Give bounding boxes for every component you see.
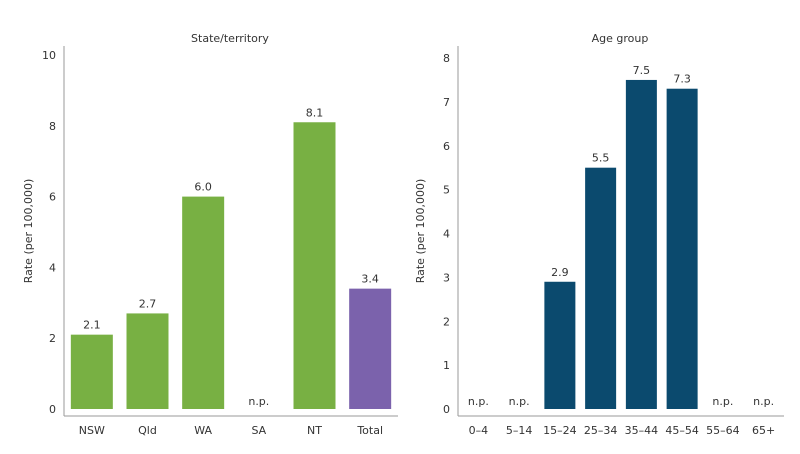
category-label: 5–14	[506, 424, 533, 437]
data-label: 2.9	[551, 266, 569, 279]
data-label: 7.3	[673, 73, 691, 86]
category-label: Qld	[138, 424, 157, 437]
data-label: n.p.	[468, 395, 489, 408]
data-label: 7.5	[633, 64, 651, 77]
bar	[666, 88, 698, 410]
category-label: 0–4	[469, 424, 489, 437]
y-ticks: 0 1 2 3 4 5 6 7 8	[443, 52, 450, 416]
data-label: 2.1	[83, 319, 101, 332]
bar	[544, 281, 576, 409]
category-label: 25–34	[584, 424, 618, 437]
y-tick-label: 5	[443, 184, 450, 197]
y-tick-label: 0	[49, 403, 56, 416]
y-tick-label: 8	[49, 120, 56, 133]
data-label: n.p.	[248, 395, 269, 408]
category-label: 45–54	[665, 424, 699, 437]
data-label: n.p.	[712, 395, 733, 408]
y-axis-label: Rate (per 100,000)	[22, 179, 35, 284]
bar	[585, 167, 617, 409]
category-label: Total	[356, 424, 383, 437]
y-tick-label: 2	[49, 332, 56, 345]
data-label: n.p.	[753, 395, 774, 408]
data-label: 6.0	[194, 181, 212, 194]
y-tick-label: 2	[443, 315, 450, 328]
bar	[70, 334, 113, 409]
data-label: 8.1	[306, 106, 324, 119]
data-label: 3.4	[361, 273, 379, 286]
category-label: SA	[251, 424, 266, 437]
category-label: 65+	[752, 424, 775, 437]
y-tick-label: 4	[49, 261, 56, 274]
category-label: 15–24	[543, 424, 577, 437]
y-tick-label: 6	[443, 140, 450, 153]
bar	[625, 79, 657, 409]
category-label: 55–64	[706, 424, 740, 437]
category-label: 35–44	[625, 424, 659, 437]
category-label: NSW	[79, 424, 105, 437]
category-label: NT	[307, 424, 322, 437]
age-group-panel: Age group Rate (per 100,000) 0 1 2 3 4 5 6 7 8 n…	[414, 32, 784, 437]
bars	[70, 122, 392, 409]
category-labels: NSW Qld WA SA NT Total	[79, 424, 383, 437]
y-tick-label: 0	[443, 403, 450, 416]
data-labels: n.p. n.p. 2.9 5.5 7.5 7.3 n.p. n.p.	[468, 64, 774, 408]
y-tick-label: 10	[42, 49, 56, 62]
bar	[293, 122, 336, 409]
y-tick-label: 7	[443, 96, 450, 109]
data-label: n.p.	[509, 395, 530, 408]
y-tick-label: 4	[443, 228, 450, 241]
data-labels: 2.1 2.7 6.0 n.p. 8.1 3.4	[83, 106, 379, 408]
y-tick-label: 8	[443, 52, 450, 65]
y-tick-label: 1	[443, 359, 450, 372]
category-label: WA	[194, 424, 212, 437]
category-labels: 0–4 5–14 15–24 25–34 35–44 45–54 55–64 65+	[469, 424, 776, 437]
data-label: 5.5	[592, 152, 610, 165]
bar	[182, 196, 225, 409]
bar	[126, 313, 169, 409]
data-label: 2.7	[139, 297, 157, 310]
y-tick-label: 6	[49, 191, 56, 204]
y-axis-label: Rate (per 100,000)	[414, 179, 427, 284]
panel-title: Age group	[592, 32, 649, 45]
y-tick-label: 3	[443, 271, 450, 284]
state-territory-panel: State/territory Rate (per 100,000) 0 2 4 6 8…	[22, 32, 398, 437]
panel-title: State/territory	[191, 32, 269, 45]
y-ticks: 0 2 4 6 8 10	[42, 49, 56, 416]
bar	[349, 288, 392, 409]
bars	[544, 79, 698, 410]
